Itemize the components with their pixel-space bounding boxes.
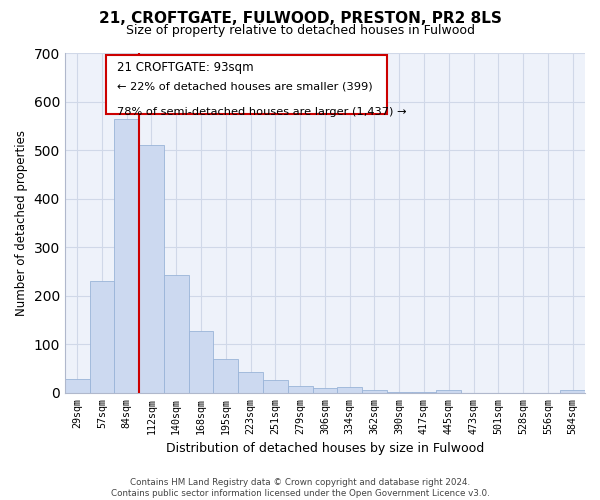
FancyBboxPatch shape [106, 54, 388, 114]
Bar [188, 331, 214, 393]
X-axis label: Distribution of detached houses by size in Fulwood: Distribution of detached houses by size … [166, 442, 484, 455]
Bar [560, 390, 585, 393]
Bar [115, 118, 139, 393]
Bar [288, 386, 313, 393]
Text: Contains HM Land Registry data © Crown copyright and database right 2024.
Contai: Contains HM Land Registry data © Crown c… [110, 478, 490, 498]
Bar [263, 380, 288, 393]
Bar [337, 388, 362, 393]
Bar [214, 359, 238, 393]
Bar [89, 281, 115, 393]
Bar [436, 390, 461, 393]
Bar [164, 276, 188, 393]
Text: ← 22% of detached houses are smaller (399): ← 22% of detached houses are smaller (39… [117, 82, 373, 92]
Bar [362, 390, 387, 393]
Bar [65, 379, 89, 393]
Bar [313, 388, 337, 393]
Bar [139, 145, 164, 393]
Text: 21, CROFTGATE, FULWOOD, PRESTON, PR2 8LS: 21, CROFTGATE, FULWOOD, PRESTON, PR2 8LS [98, 11, 502, 26]
Text: 21 CROFTGATE: 93sqm: 21 CROFTGATE: 93sqm [117, 62, 253, 74]
Text: 78% of semi-detached houses are larger (1,437) →: 78% of semi-detached houses are larger (… [117, 108, 406, 118]
Bar [238, 372, 263, 393]
Y-axis label: Number of detached properties: Number of detached properties [15, 130, 28, 316]
Text: Size of property relative to detached houses in Fulwood: Size of property relative to detached ho… [125, 24, 475, 37]
